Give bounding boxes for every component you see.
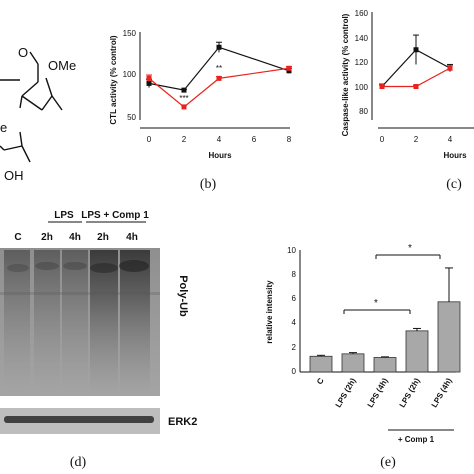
panel-c-ytick: 120 — [355, 58, 369, 67]
panel-c-xtick: 4 — [448, 135, 453, 144]
panel-d-blot: LPS LPS + Comp 1 C 2h 4h 2h 4h Poly-Ub E… — [0, 210, 197, 470]
panel-e-ytick: 0 — [292, 367, 297, 376]
panel-b-annotation: *** — [179, 94, 188, 103]
blot-lane-4h: 4h — [69, 232, 81, 243]
panel-b-ytick: 50 — [127, 113, 136, 122]
panel-b-xtick: 6 — [252, 135, 257, 144]
atom-o: O — [18, 45, 28, 60]
blot-label-erk2: ERK2 — [168, 416, 197, 428]
panel-b-data-point — [181, 87, 187, 93]
panel-b-chart: 150 100 50 0 2 4 6 8 Hours CTL activity … — [109, 29, 292, 192]
panel-e-ytick: 8 — [292, 270, 297, 279]
atom-oh: OH — [4, 168, 24, 183]
panel-c-data-point — [447, 65, 453, 71]
panel-e-ylabel: relative intensity — [265, 280, 274, 344]
panel-e-xtick: LPS (2h) — [334, 376, 358, 409]
panel-b-series-line-1 — [148, 67, 290, 108]
panel-e-xtick: LPS (4h) — [430, 376, 454, 409]
panel-e-bar — [437, 301, 461, 373]
panel-b-data-point — [216, 44, 222, 50]
panel-e-xtick: LPS (2h) — [398, 376, 422, 409]
panel-b-data-point — [146, 75, 152, 81]
panel-b-annotation: ** — [216, 64, 222, 73]
panel-b-ytick: 150 — [123, 29, 137, 38]
panel-a-structure: O OMe e OH — [0, 45, 76, 183]
panel-b-series-line-0 — [148, 46, 290, 91]
panel-e-xtick: LPS (4h) — [366, 376, 390, 409]
panel-b-ylabel: CTL activity (% control) — [109, 35, 118, 125]
panel-c-caption: (c) — [446, 177, 462, 192]
panel-e-bar — [341, 353, 365, 373]
panel-b-data-point — [181, 104, 187, 110]
panel-e-bar — [373, 357, 397, 373]
panel-e-bar — [309, 355, 333, 373]
panel-b-xtick: 0 — [147, 135, 152, 144]
panel-b-data-point — [286, 65, 292, 71]
blot-lane-2h: 2h — [41, 232, 53, 243]
blot-lane-4h: 4h — [126, 232, 138, 243]
panel-b-data-point — [216, 75, 222, 81]
blot-label-polyub: Poly-Ub — [177, 275, 189, 317]
panel-c-series-line-1 — [382, 67, 451, 88]
panel-b-xtick: 2 — [182, 135, 187, 144]
panel-e-ytick: 4 — [292, 318, 297, 327]
panel-e-group-label: + Comp 1 — [398, 435, 435, 444]
panel-b-data-point — [146, 80, 152, 86]
panel-c-xtick: 2 — [414, 135, 419, 144]
panel-b-ytick: 100 — [123, 70, 137, 79]
panel-e-significance: * — [374, 298, 378, 309]
panel-c-data-point — [413, 47, 419, 53]
panel-c-data-point — [413, 84, 419, 89]
panel-e-ytick: 6 — [292, 294, 297, 303]
panel-c-data-point — [379, 84, 385, 89]
panel-e-significance: * — [408, 243, 412, 254]
panel-b-caption: (b) — [200, 177, 217, 192]
panel-c-ytick: 100 — [355, 83, 369, 92]
panel-e-bar — [405, 330, 429, 373]
panel-c-xtick: 0 — [380, 135, 385, 144]
atom-e: e — [0, 120, 7, 135]
panel-e-chart: C LPS (2h) LPS (4h) LPS (2h) LPS (4h) 10 8 6… — [265, 243, 461, 470]
panel-c-ytick: 160 — [355, 9, 369, 18]
panel-e-xtick: C — [315, 376, 326, 386]
panel-d-caption: (d) — [70, 455, 87, 470]
panel-e-ytick: 2 — [292, 343, 297, 352]
panel-c-chart: 160 140 120 100 80 0 2 4 Hours Caspase-l… — [341, 9, 474, 192]
atom-ome: OMe — [48, 58, 76, 73]
panel-b-xtick: 8 — [287, 135, 292, 144]
panel-b-data-point — [286, 68, 292, 74]
blot-lane-c: C — [14, 232, 21, 243]
panel-c-ylabel: Caspase-like activity (% control) — [341, 13, 350, 136]
panel-e-ytick: 10 — [287, 246, 296, 255]
panel-e-caption: (e) — [380, 455, 396, 470]
panel-b-xlabel: Hours — [208, 151, 232, 160]
panel-c-xlabel: Hours — [443, 151, 467, 160]
panel-b-xtick: 4 — [217, 135, 222, 144]
blot-group-lps: LPS — [54, 210, 74, 221]
blot-lane-2h: 2h — [97, 232, 109, 243]
panel-c-ytick: 140 — [355, 34, 369, 43]
blot-group-lps-comp: LPS + Comp 1 — [81, 210, 149, 221]
panel-c-ytick: 80 — [359, 107, 368, 116]
